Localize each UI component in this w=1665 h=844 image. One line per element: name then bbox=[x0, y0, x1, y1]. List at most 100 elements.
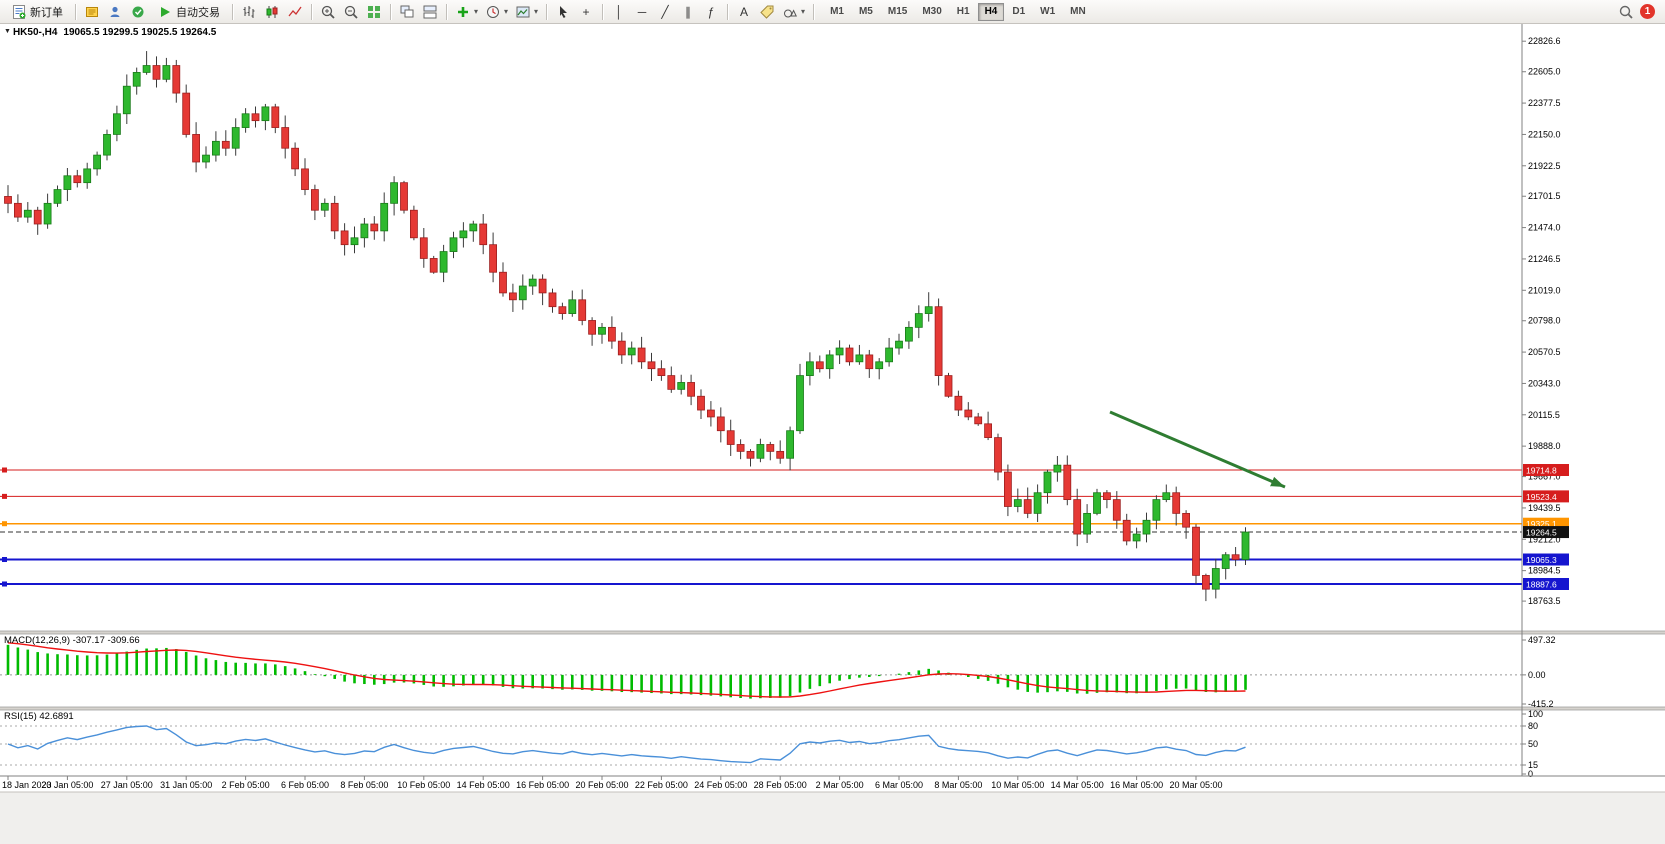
svg-text:19523.4: 19523.4 bbox=[1526, 492, 1557, 502]
horizontal-line-tool-button[interactable]: ─ bbox=[631, 2, 653, 22]
price-badge bbox=[1523, 553, 1569, 566]
svg-text:16 Mar 05:00: 16 Mar 05:00 bbox=[1110, 780, 1163, 790]
price-axis[interactable]: 22826.6 22605.0 22377.5 22150.0 21922.5 21701… bbox=[1521, 24, 1561, 779]
svg-text:-415.2: -415.2 bbox=[1528, 699, 1554, 709]
chart-canvas[interactable]: 22826.6 22605.0 22377.5 22150.0 21922.5 21701… bbox=[0, 24, 1665, 844]
svg-text:19439.5: 19439.5 bbox=[1528, 503, 1561, 513]
panel-separator[interactable] bbox=[0, 707, 1665, 710]
period-clock-button[interactable]: ▾ bbox=[482, 2, 511, 22]
search-button[interactable] bbox=[1615, 2, 1637, 22]
price-level-lines[interactable] bbox=[0, 467, 1522, 587]
svg-text:497.32: 497.32 bbox=[1528, 635, 1556, 645]
candlestick-chart-icon bbox=[266, 5, 278, 18]
svg-text:14 Mar 05:00: 14 Mar 05:00 bbox=[1051, 780, 1104, 790]
timeframe-toolbar: M1 M5 M15 M30 H1 H4 D1 W1 MN bbox=[823, 2, 1093, 21]
new-order-button[interactable]: 新订单 bbox=[4, 2, 70, 22]
autotrade-label: 自动交易 bbox=[176, 6, 220, 19]
svg-text:22605.0: 22605.0 bbox=[1528, 67, 1561, 77]
svg-text:8 Mar 05:00: 8 Mar 05:00 bbox=[934, 780, 982, 790]
tile-windows-button[interactable] bbox=[363, 2, 385, 22]
navigator-button[interactable] bbox=[104, 2, 126, 22]
svg-text:19212.0: 19212.0 bbox=[1528, 534, 1561, 544]
svg-text:10 Feb 05:00: 10 Feb 05:00 bbox=[397, 780, 450, 790]
price-badge bbox=[1523, 464, 1569, 477]
candlestick-chart-button[interactable] bbox=[261, 2, 283, 22]
bar-chart-icon bbox=[243, 5, 255, 18]
svg-text:2 Mar 05:00: 2 Mar 05:00 bbox=[816, 780, 864, 790]
cascade-windows-button[interactable] bbox=[396, 2, 418, 22]
svg-text:50: 50 bbox=[1528, 739, 1538, 749]
vertical-line-tool-button[interactable]: │ bbox=[608, 2, 630, 22]
add-indicator-icon bbox=[458, 6, 468, 17]
dropdown-caret-icon: ▾ bbox=[474, 7, 479, 16]
zoom-out-button[interactable] bbox=[340, 2, 362, 22]
template-button[interactable]: ▾ bbox=[512, 2, 541, 22]
macd-signal-line bbox=[7, 642, 1246, 698]
timeframe-button-M30[interactable]: M30 bbox=[915, 3, 948, 21]
panel-separator[interactable] bbox=[0, 631, 1665, 634]
text-icon: A bbox=[740, 4, 749, 19]
trend-arrow[interactable] bbox=[1109, 410, 1287, 492]
timeframe-button-H4[interactable]: H4 bbox=[977, 2, 1005, 21]
terminal-button[interactable] bbox=[127, 2, 149, 22]
svg-text:18763.5: 18763.5 bbox=[1528, 596, 1561, 606]
fibonacci-tool-button[interactable]: ƒ bbox=[700, 2, 722, 22]
svg-text:19667.0: 19667.0 bbox=[1528, 472, 1561, 482]
timeframe-button-D1[interactable]: D1 bbox=[1005, 3, 1032, 21]
svg-text:18 Jan 2023: 18 Jan 2023 bbox=[2, 780, 52, 790]
data-window-button[interactable] bbox=[81, 2, 103, 22]
svg-text:100: 100 bbox=[1528, 709, 1543, 719]
timeframe-button-MN[interactable]: MN bbox=[1063, 3, 1093, 21]
svg-text:14 Feb 05:00: 14 Feb 05:00 bbox=[457, 780, 510, 790]
svg-text:18984.5: 18984.5 bbox=[1528, 566, 1561, 576]
label-tag-icon bbox=[760, 5, 774, 19]
svg-text:20798.0: 20798.0 bbox=[1528, 316, 1561, 326]
svg-text:20 Feb 05:00: 20 Feb 05:00 bbox=[575, 780, 628, 790]
timeframe-button-M1[interactable]: M1 bbox=[823, 3, 851, 21]
candlesticks bbox=[4, 51, 1250, 602]
svg-text:20115.5: 20115.5 bbox=[1528, 410, 1560, 420]
cursor-tool-button[interactable] bbox=[552, 2, 574, 22]
vertical-line-icon: │ bbox=[615, 4, 623, 19]
bottom-strip bbox=[0, 792, 1665, 844]
autotrade-button[interactable]: 自动交易 bbox=[150, 2, 227, 22]
macd-panel bbox=[0, 642, 1522, 699]
timeframe-button-H1[interactable]: H1 bbox=[950, 3, 977, 21]
shapes-tool-button[interactable]: ▾ bbox=[779, 2, 808, 22]
svg-text:10 Mar 05:00: 10 Mar 05:00 bbox=[991, 780, 1044, 790]
channel-tool-button[interactable]: ∥ bbox=[677, 2, 699, 22]
crosshair-tool-button[interactable]: + bbox=[575, 2, 597, 22]
toolbar-separator bbox=[232, 3, 233, 20]
svg-text:19714.8: 19714.8 bbox=[1526, 466, 1557, 476]
svg-text:0: 0 bbox=[1528, 769, 1533, 779]
timeframe-button-M15[interactable]: M15 bbox=[881, 3, 914, 21]
zoom-in-button[interactable] bbox=[317, 2, 339, 22]
text-tool-button[interactable]: A bbox=[733, 2, 755, 22]
svg-text:0.00: 0.00 bbox=[1528, 670, 1546, 680]
svg-text:21246.5: 21246.5 bbox=[1528, 254, 1561, 264]
svg-text:21019.0: 21019.0 bbox=[1528, 285, 1561, 295]
svg-text:15: 15 bbox=[1528, 760, 1538, 770]
toolbar-separator bbox=[311, 3, 312, 20]
bar-chart-button[interactable] bbox=[238, 2, 260, 22]
svg-text:19264.5: 19264.5 bbox=[1526, 528, 1557, 538]
dropdown-caret-icon: ▾ bbox=[534, 7, 539, 16]
tile-horizontal-button[interactable] bbox=[419, 2, 441, 22]
line-chart-button[interactable] bbox=[284, 2, 306, 22]
add-indicator-button[interactable]: ▾ bbox=[452, 2, 481, 22]
timeframe-button-W1[interactable]: W1 bbox=[1033, 3, 1062, 21]
fibonacci-icon: ƒ bbox=[707, 4, 715, 19]
svg-text:2 Feb 05:00: 2 Feb 05:00 bbox=[222, 780, 270, 790]
trendline-tool-button[interactable]: ╱ bbox=[654, 2, 676, 22]
notification-badge[interactable]: 1 bbox=[1640, 4, 1655, 19]
timeframe-button-M5[interactable]: M5 bbox=[852, 3, 880, 21]
label-tool-button[interactable] bbox=[756, 2, 778, 22]
svg-text:20 Jan 05:00: 20 Jan 05:00 bbox=[41, 780, 93, 790]
main-toolbar: 新订单 自动交易 ▾ ▾ bbox=[0, 0, 1665, 24]
template-icon bbox=[516, 6, 530, 17]
price-badge bbox=[1523, 526, 1569, 539]
rsi-panel bbox=[0, 725, 1522, 766]
zoom-out-icon bbox=[344, 5, 358, 19]
chart-window[interactable]: 22826.6 22605.0 22377.5 22150.0 21922.5 21701… bbox=[0, 24, 1665, 844]
